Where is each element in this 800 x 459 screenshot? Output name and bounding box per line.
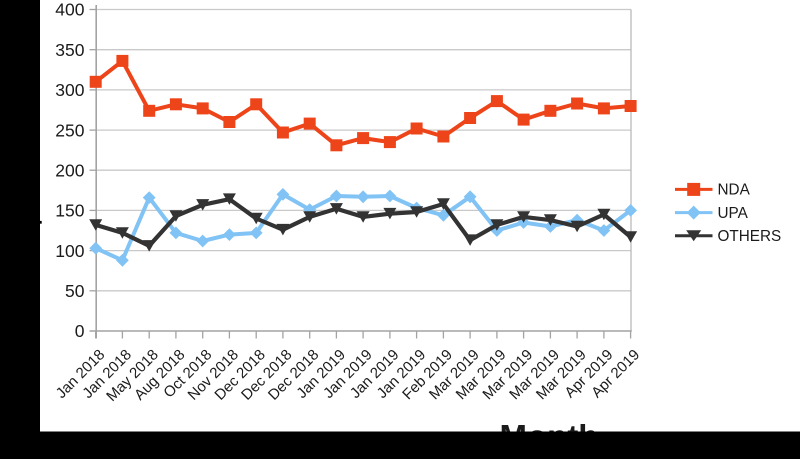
svg-text:250: 250 <box>55 120 84 140</box>
svg-text:0: 0 <box>75 321 85 341</box>
svg-text:UPA: UPA <box>718 205 749 222</box>
svg-text:300: 300 <box>55 80 84 100</box>
svg-text:OTHERS: OTHERS <box>718 228 782 245</box>
svg-text:400: 400 <box>55 0 84 20</box>
svg-text:100: 100 <box>55 241 84 261</box>
svg-text:150: 150 <box>55 201 84 221</box>
svg-text:200: 200 <box>55 160 84 180</box>
svg-text:50: 50 <box>65 281 85 301</box>
svg-text:350: 350 <box>55 40 84 60</box>
svg-text:NDA: NDA <box>718 182 751 199</box>
